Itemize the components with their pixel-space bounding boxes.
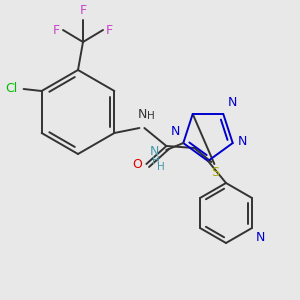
Text: S: S (212, 166, 219, 179)
Text: N: N (138, 108, 147, 121)
Text: H: H (148, 111, 155, 121)
Text: N: N (238, 134, 247, 148)
Text: F: F (106, 23, 113, 37)
Text: Cl: Cl (5, 82, 18, 95)
Text: N: N (227, 96, 237, 109)
Text: N: N (150, 145, 159, 158)
Text: N: N (171, 125, 180, 138)
Text: H: H (152, 156, 159, 166)
Text: F: F (53, 23, 60, 37)
Text: N: N (256, 231, 266, 244)
Text: H: H (157, 162, 164, 172)
Text: F: F (80, 4, 87, 17)
Text: O: O (133, 158, 142, 170)
